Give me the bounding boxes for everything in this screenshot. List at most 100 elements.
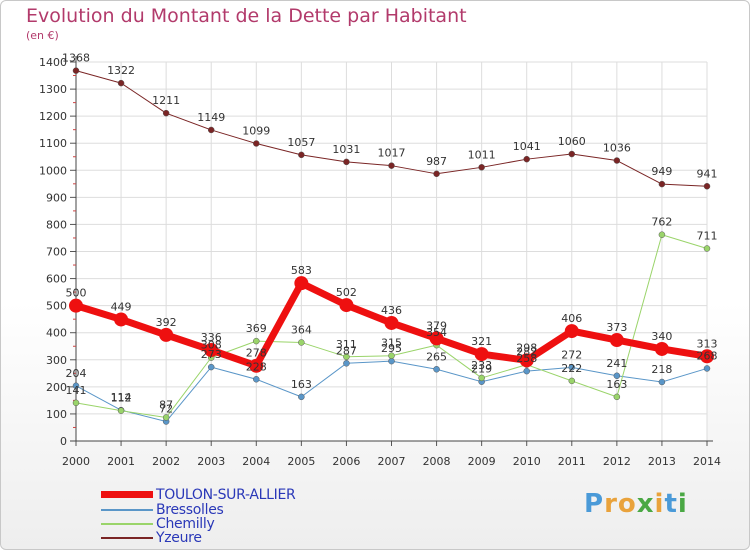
data-label-toulon-sur-allier: 392 [156, 316, 177, 329]
y-tick-label: 300 [46, 354, 67, 367]
data-point-chemilly [117, 407, 125, 414]
legend-item-chemilly: Chemilly [101, 516, 215, 532]
data-point-yzeure [162, 109, 170, 117]
data-point-chemilly [658, 231, 666, 238]
logo-letter: P [584, 489, 605, 519]
data-point-bressolles [72, 382, 80, 390]
legend-item-toulon: TOULON-SUR-ALLIER [101, 487, 296, 503]
data-point-bressolles [298, 393, 305, 401]
x-tick-label: 2003 [197, 455, 225, 468]
data-label-toulon-sur-allier: 502 [336, 286, 357, 299]
x-tick-label: 2005 [287, 455, 315, 468]
data-label-chemilly: 315 [381, 337, 402, 350]
y-tick-label: 1000 [39, 164, 67, 177]
data-label-chemilly: 222 [561, 362, 582, 375]
data-point-yzeure [433, 170, 440, 178]
data-label-yzeure: 1149 [197, 111, 225, 124]
data-label-bressolles: 268 [697, 349, 718, 362]
data-label-bressolles: 72 [159, 403, 173, 416]
data-label-bressolles: 228 [246, 360, 267, 373]
y-tick-label: 200 [46, 381, 67, 394]
x-tick-label: 2007 [378, 455, 406, 468]
legend-label-yzeure: Yzeure [156, 529, 202, 546]
x-tick-label: 2012 [603, 455, 631, 468]
data-label-bressolles: 219 [471, 363, 492, 376]
legend-label-bressolles: Bressolles [156, 501, 224, 518]
data-label-yzeure: 1060 [558, 135, 586, 148]
logo-letter: o [617, 489, 637, 519]
y-tick-label: 0 [60, 435, 67, 448]
legend-swatch-toulon [101, 491, 153, 498]
data-point-yzeure [703, 183, 711, 190]
data-label-bressolles: 241 [606, 357, 627, 370]
data-point-yzeure [568, 150, 576, 158]
data-point-bressolles [253, 376, 260, 383]
y-tick-label: 800 [46, 218, 67, 231]
data-point-chemilly [253, 337, 260, 345]
data-label-bressolles: 295 [381, 342, 402, 355]
x-tick-label: 2001 [107, 455, 135, 468]
data-point-chemilly [478, 374, 485, 382]
data-label-bressolles: 265 [426, 350, 447, 363]
data-label-bressolles: 218 [651, 363, 672, 376]
data-point-toulon-sur-allier [519, 353, 534, 368]
data-point-yzeure [388, 162, 395, 169]
data-point-bressolles [388, 357, 395, 365]
data-label-chemilly: 711 [697, 230, 718, 243]
data-label-toulon-sur-allier: 379 [426, 319, 447, 332]
data-label-yzeure: 1368 [62, 52, 90, 65]
data-point-toulon-sur-allier [339, 298, 354, 313]
data-label-chemilly: 233 [471, 359, 492, 372]
data-label-bressolles: 114 [111, 391, 132, 404]
data-label-bressolles: 287 [336, 344, 357, 357]
data-label-chemilly: 141 [66, 384, 87, 397]
data-label-toulon-sur-allier: 298 [516, 341, 537, 354]
proxiti-logo: Proxiti [584, 489, 688, 519]
y-tick-label: 400 [46, 327, 67, 340]
y-tick-label: 1100 [39, 137, 67, 150]
data-label-yzeure: 1322 [107, 64, 135, 77]
data-point-chemilly [703, 245, 711, 252]
data-point-toulon-sur-allier [474, 347, 489, 362]
data-label-toulon-sur-allier: 449 [111, 300, 132, 313]
data-label-toulon-sur-allier: 321 [471, 335, 492, 348]
data-point-toulon-sur-allier [69, 298, 83, 313]
data-label-chemilly: 87 [159, 398, 173, 411]
data-label-toulon-sur-allier: 313 [697, 337, 718, 350]
data-point-chemilly [343, 353, 350, 361]
data-point-toulon-sur-allier [700, 349, 714, 364]
data-label-chemilly: 282 [516, 346, 537, 359]
data-point-yzeure [658, 180, 666, 188]
data-point-toulon-sur-allier [654, 341, 669, 356]
data-label-yzeure: 941 [697, 167, 718, 180]
x-tick-label: 2013 [648, 455, 676, 468]
x-tick-label: 2004 [242, 455, 270, 468]
data-point-bressolles [207, 363, 215, 371]
data-label-yzeure: 1031 [332, 143, 360, 156]
data-label-toulon-sur-allier: 436 [381, 304, 402, 317]
logo-letter: i [677, 489, 688, 519]
data-label-yzeure: 987 [426, 155, 447, 168]
data-label-toulon-sur-allier: 340 [651, 330, 672, 343]
data-point-yzeure [298, 151, 305, 159]
data-point-yzeure [343, 158, 350, 166]
data-point-yzeure [207, 126, 215, 134]
data-label-yzeure: 1041 [513, 140, 541, 153]
logo-letter: i [654, 489, 665, 519]
data-point-chemilly [162, 414, 170, 421]
data-label-toulon-sur-allier: 373 [606, 321, 627, 334]
x-tick-label: 2000 [62, 455, 90, 468]
chart-title: Evolution du Montant de la Dette par Hab… [26, 5, 467, 27]
x-tick-label: 2006 [332, 455, 360, 468]
data-point-bressolles [703, 365, 711, 372]
data-label-yzeure: 949 [651, 165, 672, 178]
y-tick-label: 600 [46, 273, 67, 286]
data-label-chemilly: 112 [111, 392, 132, 405]
data-label-chemilly: 163 [606, 378, 627, 391]
data-label-toulon-sur-allier: 406 [561, 312, 582, 325]
data-point-toulon-sur-allier [249, 358, 264, 373]
data-point-bressolles [568, 364, 576, 371]
data-label-bressolles: 258 [516, 352, 537, 365]
